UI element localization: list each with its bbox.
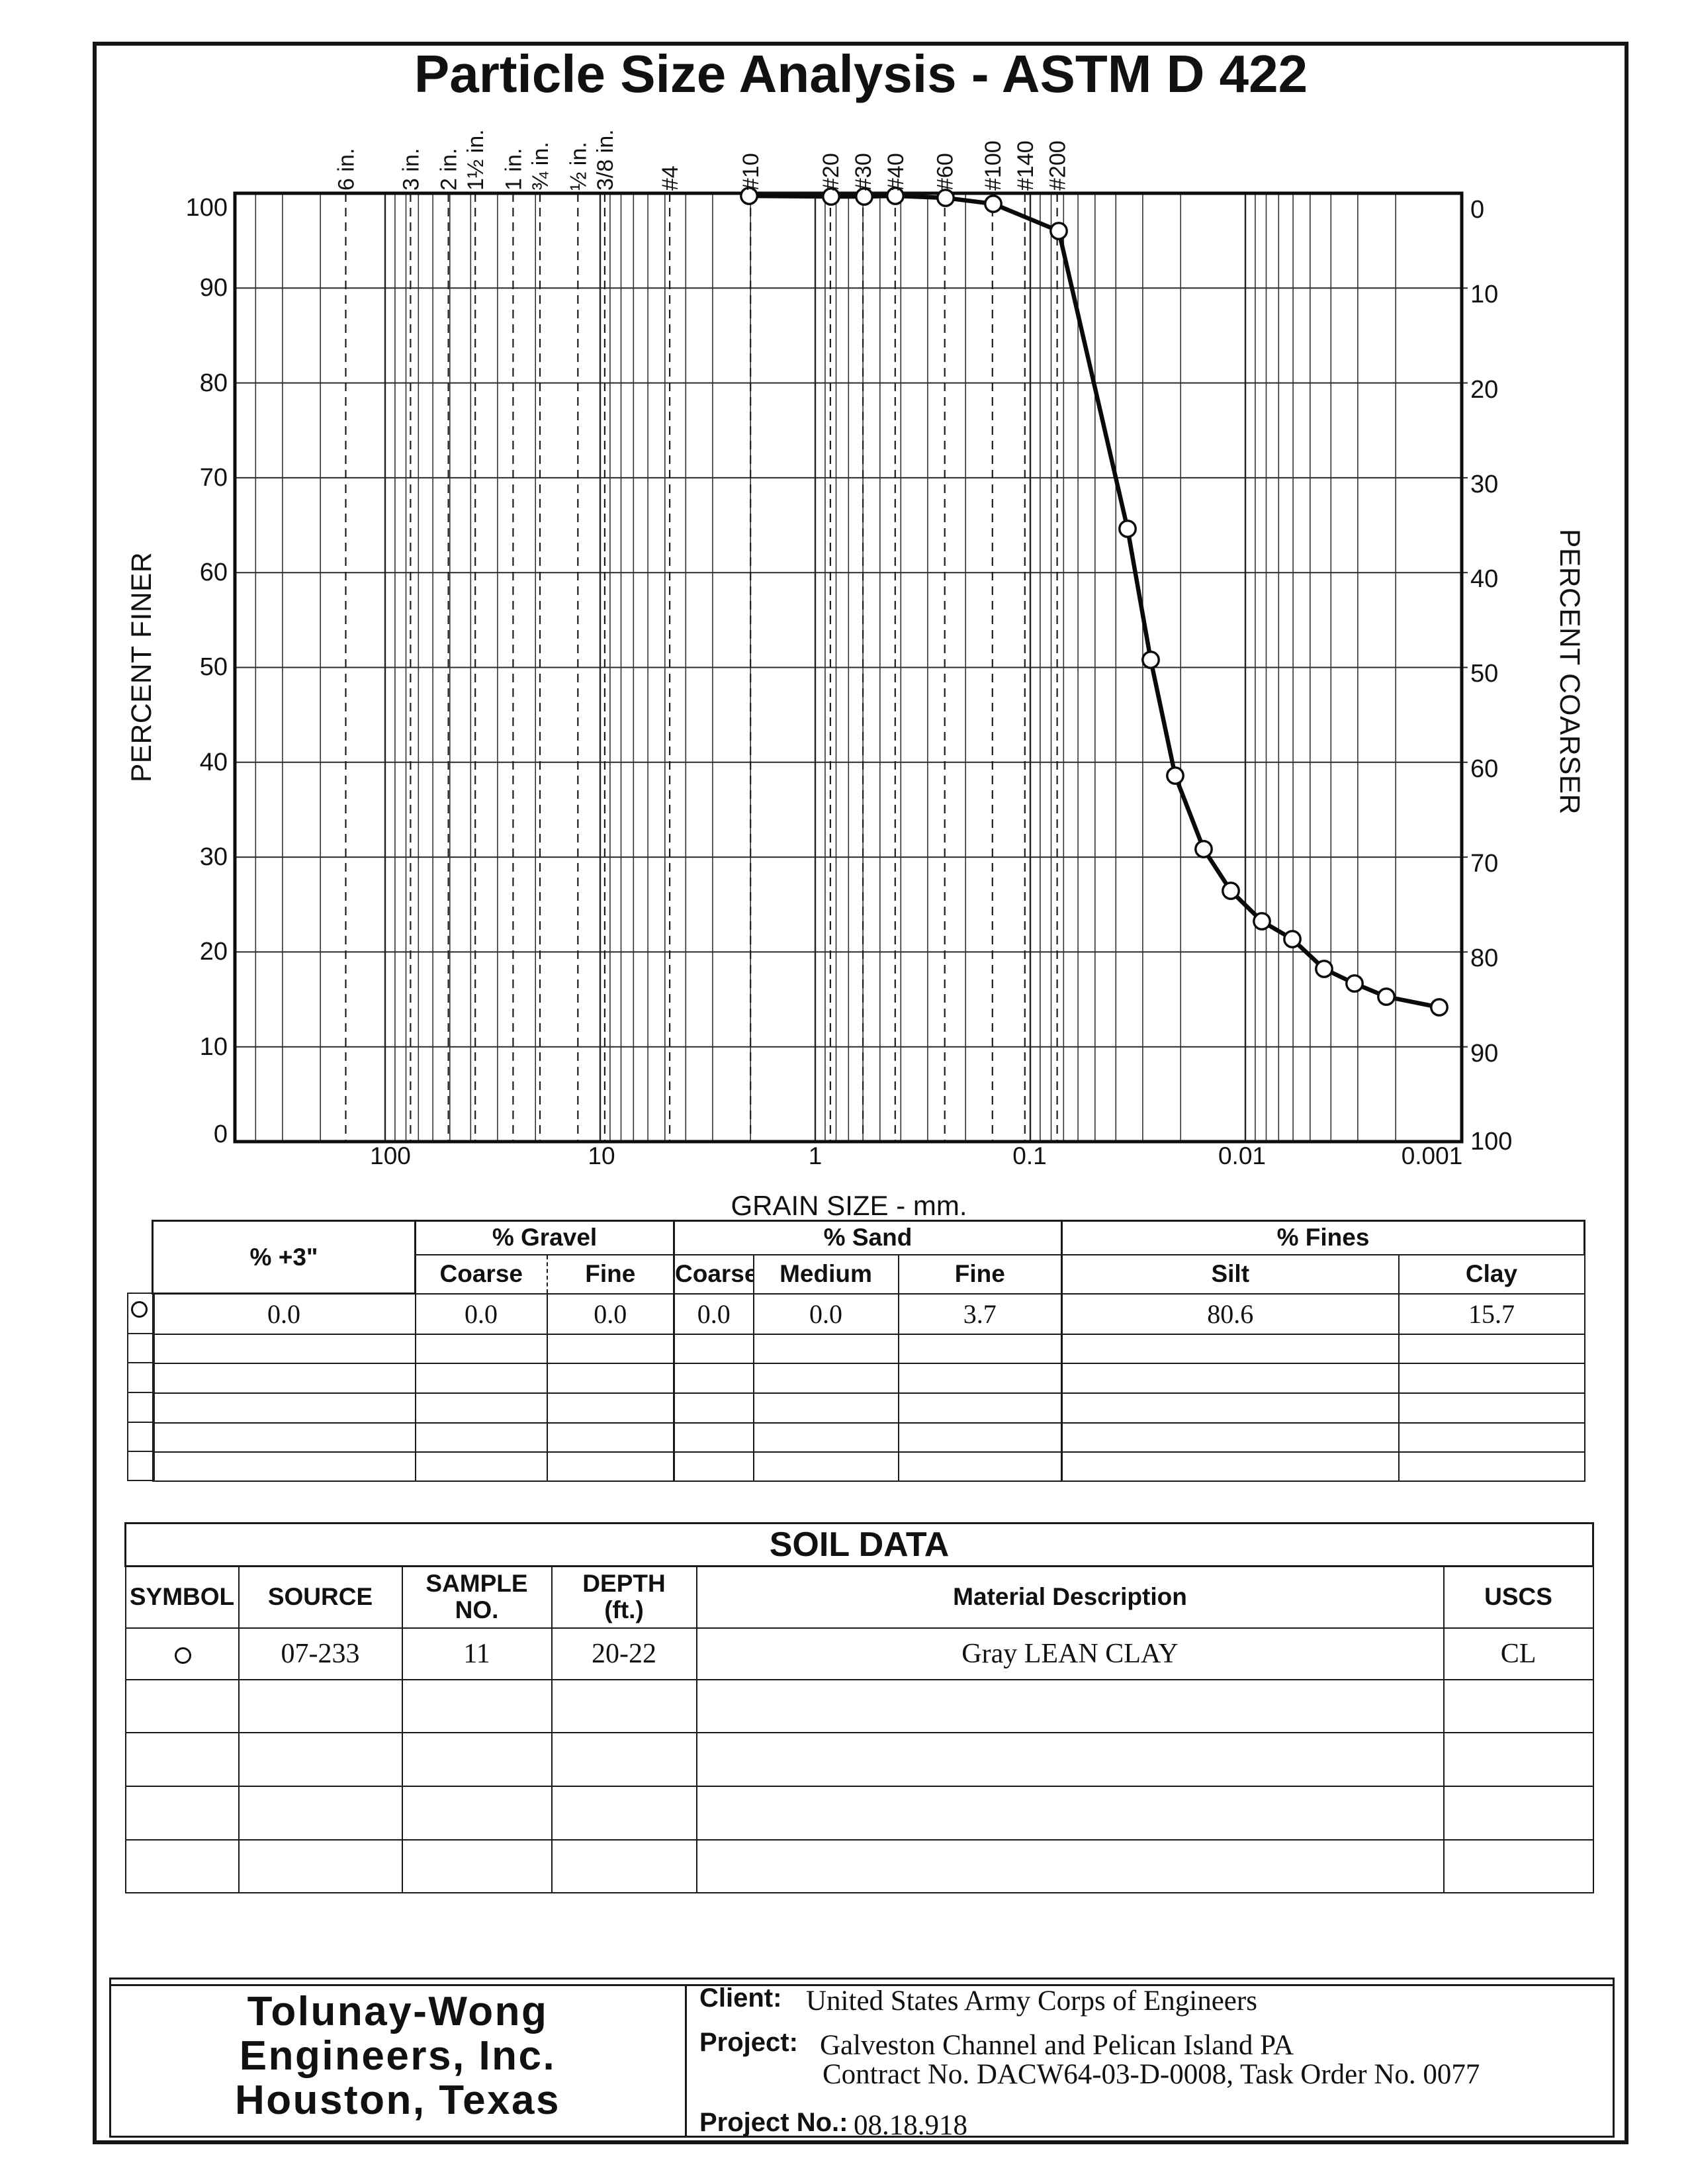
svg-text:20: 20 [200,938,228,966]
svg-text:#10: #10 [738,153,764,191]
svg-text:0: 0 [1470,196,1484,224]
svg-text:30: 30 [1470,471,1498,498]
svg-text:#30: #30 [851,153,876,191]
svg-text:0.001: 0.001 [1402,1142,1463,1169]
svg-text:10: 10 [588,1142,615,1169]
svg-text:70: 70 [200,464,228,492]
svg-text:3 in.: 3 in. [398,148,424,191]
svg-text:#200: #200 [1046,140,1071,191]
svg-text:PERCENT COARSER: PERCENT COARSER [1554,529,1585,815]
svg-text:2 in.: 2 in. [437,148,462,191]
svg-text:GRAIN SIZE - mm.: GRAIN SIZE - mm. [731,1190,967,1221]
svg-text:3/8 in.: 3/8 in. [593,129,618,191]
svg-text:30: 30 [200,843,228,871]
svg-text:60: 60 [1470,755,1498,783]
svg-text:#20: #20 [819,153,844,191]
svg-text:6 in.: 6 in. [334,148,359,191]
svg-text:1: 1 [809,1142,823,1169]
svg-text:0.01: 0.01 [1218,1142,1266,1169]
svg-text:#60: #60 [933,153,958,191]
svg-text:90: 90 [200,274,228,302]
svg-text:50: 50 [1470,660,1498,688]
svg-text:0: 0 [214,1120,228,1148]
svg-text:70: 70 [1470,850,1498,878]
svg-text:¾ in.: ¾ in. [528,142,553,191]
svg-text:80: 80 [200,369,228,397]
svg-text:100: 100 [1470,1128,1512,1156]
svg-text:0.1: 0.1 [1012,1142,1046,1169]
svg-text:#100: #100 [981,140,1006,191]
svg-text:60: 60 [200,559,228,586]
svg-text:PERCENT FINER: PERCENT FINER [126,552,157,782]
svg-text:80: 80 [1470,944,1498,972]
svg-text:90: 90 [1470,1040,1498,1068]
svg-text:#140: #140 [1013,140,1038,191]
svg-text:#40: #40 [883,153,909,191]
svg-text:1½ in.: 1½ in. [463,129,488,191]
svg-text:40: 40 [200,749,228,776]
svg-text:100: 100 [186,194,228,222]
svg-text:½ in.: ½ in. [566,142,591,191]
svg-text:40: 40 [1470,565,1498,593]
svg-text:50: 50 [200,653,228,681]
svg-text:#4: #4 [658,165,683,191]
svg-text:10: 10 [200,1033,228,1061]
svg-text:20: 20 [1470,376,1498,404]
svg-text:1 in.: 1 in. [501,148,526,191]
svg-text:10: 10 [1470,281,1498,308]
svg-text:100: 100 [370,1142,411,1169]
